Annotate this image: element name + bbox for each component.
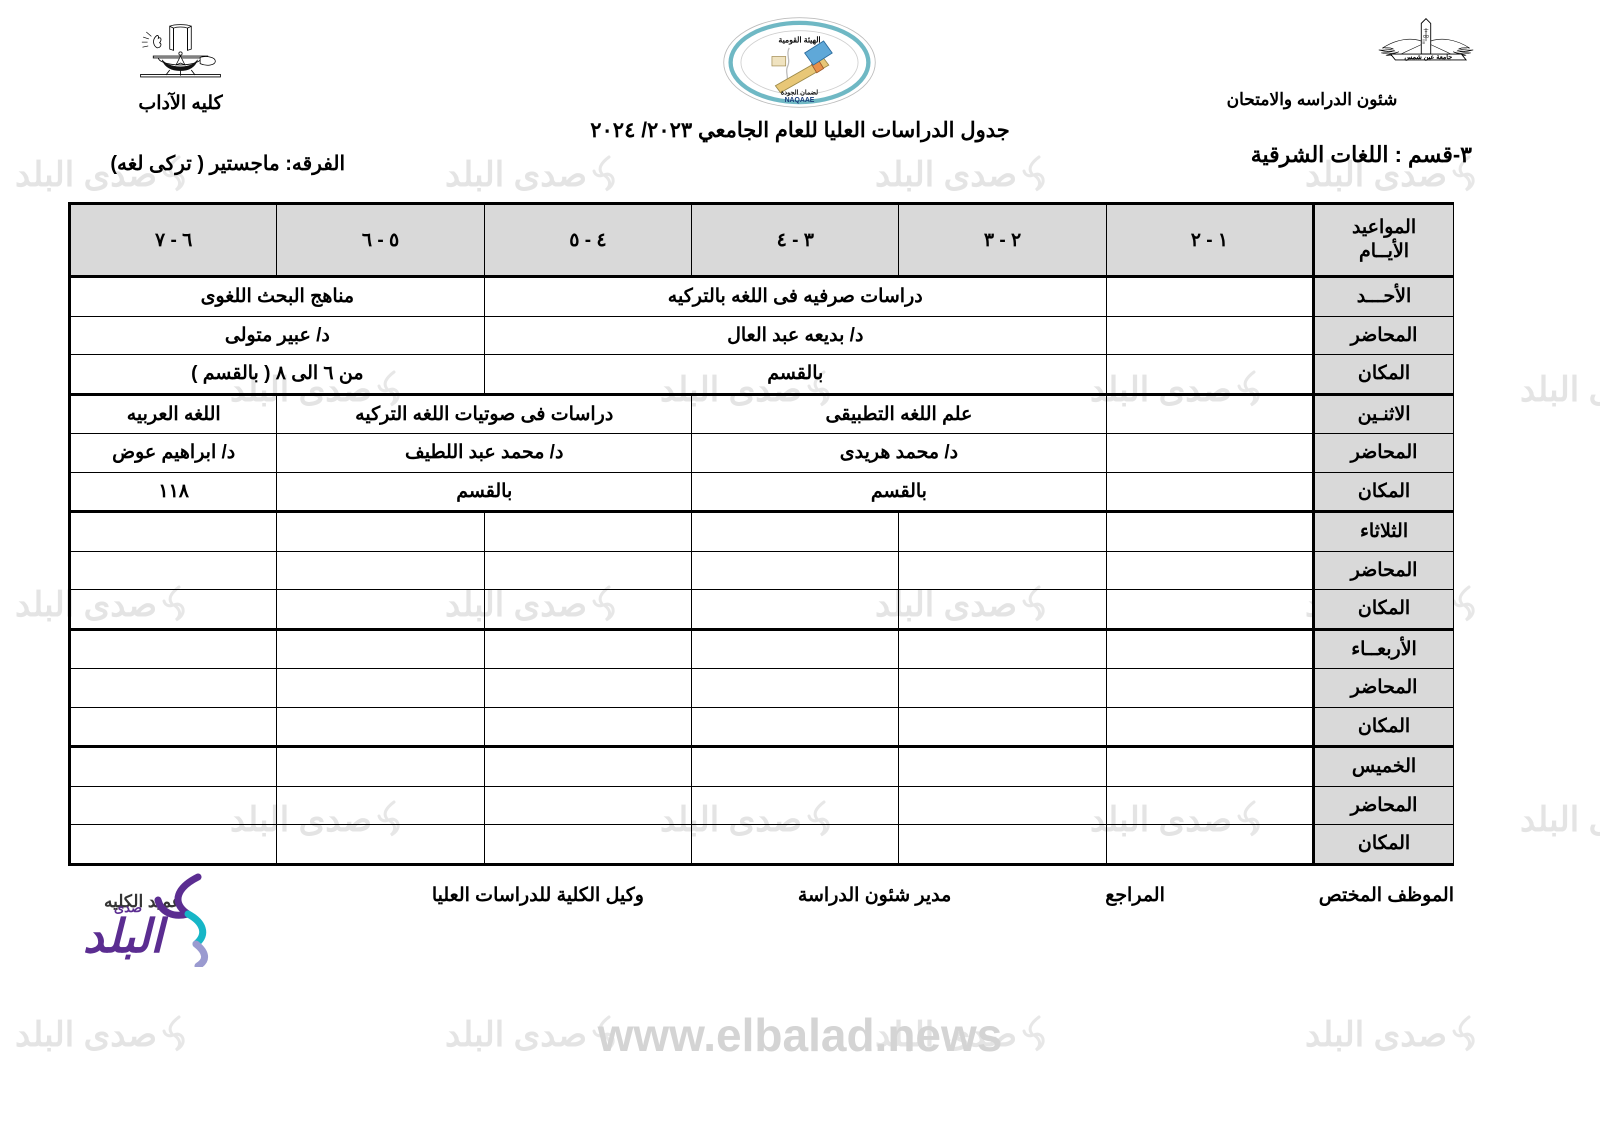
svg-text:NAQAAE: NAQAAE [785,97,815,104]
svg-text:البلد: البلد [83,910,169,962]
svg-text:جامعة عين شمس: جامعة عين شمس [1404,54,1452,61]
svg-text:لضمان الجودة: لضمان الجودة [781,89,818,96]
svg-text:الهيئة القومية: الهيئة القومية [778,36,820,46]
